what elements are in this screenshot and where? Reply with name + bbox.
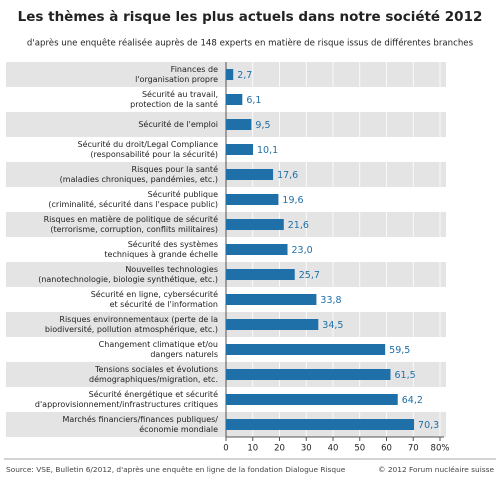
value-label: 33,8 (320, 295, 341, 306)
chart-subtitle: d'après une enquête réalisée auprès de 1… (27, 38, 474, 49)
value-label: 10,1 (257, 145, 278, 156)
y-tick-label: Sécurité énergétique et sécurité (89, 389, 218, 399)
y-tick-label: Risques en matière de politique de sécur… (44, 214, 219, 224)
y-tick-label: économie mondiale (139, 424, 218, 434)
y-tick-label: Finances de (171, 65, 218, 74)
bar (226, 169, 274, 180)
value-label: 23,0 (292, 245, 313, 256)
value-label: 9,5 (255, 120, 270, 131)
y-tick-label: (responsabilité pour la sécurité) (90, 149, 218, 159)
value-label: 6,1 (246, 95, 261, 106)
y-tick-label: Sécurité de l'emploi (138, 119, 218, 129)
y-tick-label: (terrorisme, corruption, conflits milita… (50, 225, 218, 234)
y-tick-label: Sécurité du droit/Legal Compliance (78, 139, 219, 149)
value-label: 70,3 (418, 420, 439, 431)
bar (226, 344, 386, 355)
bar (226, 369, 391, 380)
value-label: 21,6 (288, 220, 309, 231)
y-tick-label: protection de la santé (130, 99, 218, 109)
y-tick-label: (maladies chroniques, pandémies, etc.) (60, 174, 218, 184)
y-tick-label: Sécurité des systèmes (128, 239, 218, 249)
x-tick-label: 70 (408, 444, 419, 454)
value-label: 19,6 (282, 195, 303, 206)
chart-title: Les thèmes à risque les plus actuels dan… (18, 9, 483, 25)
x-tick-label: 10 (247, 444, 258, 454)
x-tick-label: 30 (301, 444, 312, 454)
value-label: 25,7 (299, 270, 320, 281)
y-tick-label: (criminalité, sécurité dans l'espace pub… (48, 199, 218, 209)
x-tick-label: 0 (223, 444, 228, 454)
y-tick-label: démographiques/migration, etc. (89, 374, 218, 384)
y-tick-label: Sécurité au travail, (142, 89, 218, 99)
x-tick-label: 80% (431, 444, 450, 454)
y-tick-label: Marchés financiers/finances publiques/ (62, 414, 218, 424)
bar (226, 219, 284, 230)
bar (226, 194, 279, 205)
y-tick-label: l'organisation propre (135, 75, 218, 84)
y-tick-label: Nouvelles technologies (125, 265, 218, 274)
value-label: 59,5 (389, 345, 410, 356)
value-label: 64,2 (402, 395, 423, 406)
bar (226, 69, 234, 80)
x-tick-label: 40 (328, 444, 339, 454)
bar (226, 94, 243, 105)
copyright: © 2012 Forum nucléaire suisse (378, 465, 494, 474)
y-tick-label: Risques environnementaux (perte de la (59, 315, 218, 324)
y-tick-label: Sécurité en ligne, cybersécurité (91, 289, 218, 299)
value-label: 61,5 (395, 370, 416, 381)
value-label: 2,7 (237, 70, 252, 81)
bar (226, 319, 319, 330)
bar (226, 119, 252, 130)
x-tick-label: 20 (274, 444, 285, 454)
bar (226, 269, 295, 280)
y-tick-label: dangers naturels (150, 350, 218, 359)
bar (226, 144, 254, 155)
y-tick-label: Changement climatique et/ou (99, 340, 218, 349)
y-tick-label: techniques à grande échelle (104, 249, 218, 259)
bar (226, 294, 317, 305)
value-label: 17,6 (277, 170, 298, 181)
y-tick-label: Sécurité publique (148, 189, 218, 199)
y-tick-label: (nanotechnologie, biologie synthétique, … (38, 274, 218, 284)
y-tick-label: Risques pour la santé (132, 164, 219, 174)
bar (226, 244, 288, 255)
source: Source: VSE, Bulletin 6/2012, d'après un… (6, 465, 346, 474)
y-tick-label: d'approvisionnement/infrastructures crit… (35, 400, 218, 409)
value-label: 34,5 (322, 320, 343, 331)
x-tick-label: 60 (381, 444, 392, 454)
x-tick-label: 50 (354, 444, 365, 454)
y-tick-label: et sécurité de l'information (110, 299, 218, 309)
y-tick-label: biodiversité, pollution atmosphérique, e… (45, 324, 218, 334)
bar (226, 394, 398, 405)
y-tick-label: Tensions sociales et évolutions (94, 364, 218, 374)
bar (226, 419, 415, 430)
